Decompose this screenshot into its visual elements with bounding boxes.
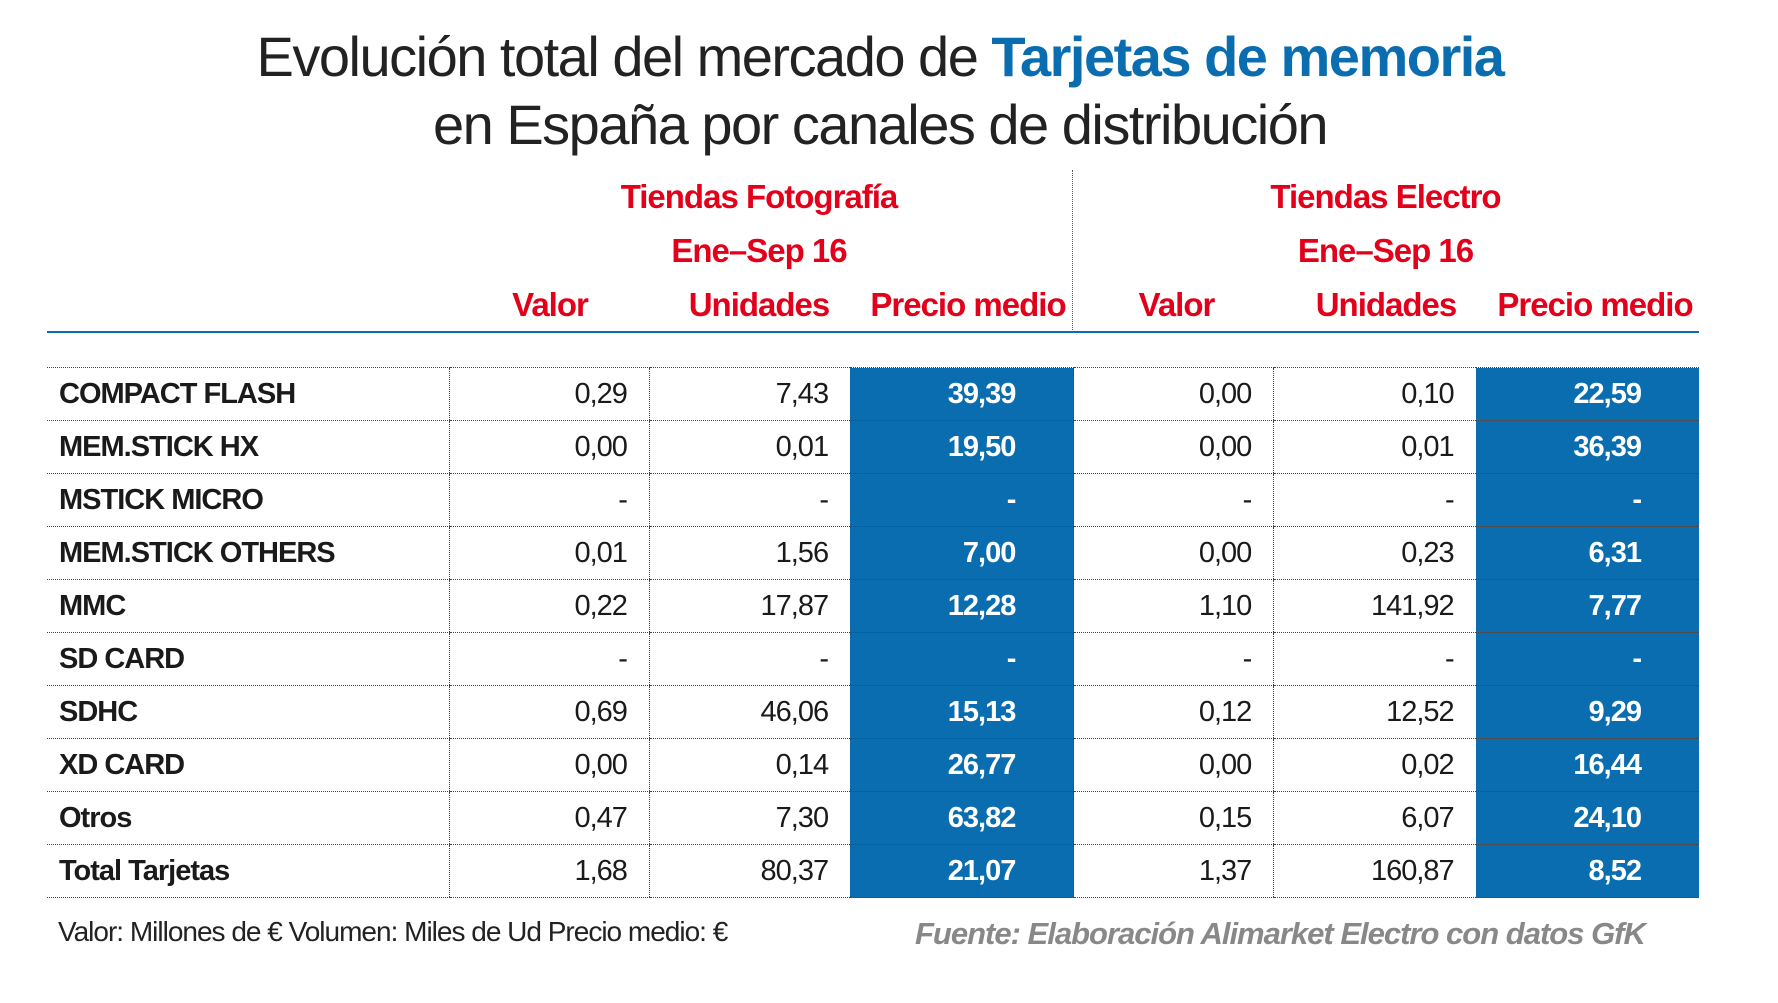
cell-value: 141,92 [1273, 579, 1476, 633]
group-name-fotografia: Tiendas Fotografía [620, 178, 899, 215]
title-prefix: Evolución total del mercado de [256, 25, 992, 88]
data-table: COMPACT FLASH 0,29 7,43 39,39 0,00 0,10 22,59 M… [47, 367, 1699, 898]
source-note: Fuente: Elaboración Alimarket Electro co… [915, 916, 1646, 951]
table-row: MMC 0,22 17,87 12,28 1,10 141,92 7,77 [47, 579, 1699, 633]
row-label: MSTICK MICRO [47, 473, 450, 527]
row-label: MEM.STICK HX [47, 420, 450, 474]
cell-value: 12,52 [1273, 685, 1476, 739]
cell-value: 1,68 [449, 844, 650, 898]
cell-precio-medio: 36,39 [1475, 420, 1699, 474]
row-label: MMC [47, 579, 450, 633]
header-rule [47, 331, 1699, 333]
row-label: XD CARD [47, 738, 450, 792]
group-period-fotografia: Ene–Sep 16 [671, 232, 847, 269]
units-note: Valor: Millones de € Volumen: Miles de U… [58, 916, 728, 947]
cell-precio-medio: 39,39 [850, 367, 1074, 421]
cell-value: 1,10 [1073, 579, 1274, 633]
group-period-electro: Ene–Sep 16 [1297, 232, 1474, 269]
table-row: Otros 0,47 7,30 63,82 0,15 6,07 24,10 [47, 791, 1699, 845]
cell-value: 0,00 [449, 738, 650, 792]
cell-value: 0,00 [1073, 367, 1274, 421]
cell-value: - [449, 473, 650, 527]
cell-value: 0,12 [1073, 685, 1274, 739]
cell-value: 0,01 [449, 526, 650, 580]
cell-precio-medio: - [1475, 473, 1699, 527]
group-divider [1072, 170, 1073, 330]
col-header: Unidades [688, 286, 831, 323]
cell-value: 0,14 [648, 738, 851, 792]
cell-precio-medio: 6,31 [1475, 526, 1699, 580]
title-line-1: Evolución total del mercado de Tarjetas … [0, 24, 1760, 89]
cell-value: 0,00 [1073, 738, 1274, 792]
row-label: Otros [47, 791, 450, 845]
cell-value: - [449, 632, 650, 686]
cell-precio-medio: 22,59 [1475, 367, 1699, 421]
cell-precio-medio: - [850, 632, 1074, 686]
table-row: MEM.STICK OTHERS 0,01 1,56 7,00 0,00 0,23 6,31 [47, 526, 1699, 580]
cell-value: 0,23 [1273, 526, 1476, 580]
row-label: COMPACT FLASH [47, 367, 450, 421]
cell-precio-medio: - [850, 473, 1074, 527]
col-header: Valor [512, 286, 589, 323]
cell-value: - [648, 473, 851, 527]
cell-value: 1,37 [1073, 844, 1274, 898]
col-header: Precio medio [870, 286, 1066, 323]
table-row: COMPACT FLASH 0,29 7,43 39,39 0,00 0,10 22,59 [47, 367, 1699, 421]
table-row: MSTICK MICRO - - - - - - [47, 473, 1699, 527]
cell-value: - [1273, 632, 1476, 686]
group-name-electro: Tiendas Electro [1270, 178, 1501, 215]
cell-precio-medio: 12,28 [850, 579, 1074, 633]
cell-precio-medio: 19,50 [850, 420, 1074, 474]
cell-value: 0,01 [1273, 420, 1476, 474]
col-header: Precio medio [1497, 286, 1693, 323]
table-row: MEM.STICK HX 0,00 0,01 19,50 0,00 0,01 36,39 [47, 420, 1699, 474]
title-highlight: Tarjetas de memoria [991, 25, 1505, 88]
cell-value: 0,00 [449, 420, 650, 474]
cell-precio-medio: 21,07 [850, 844, 1074, 898]
row-label: SDHC [47, 685, 450, 739]
cell-value: 0,01 [648, 420, 851, 474]
col-header: Valor [1138, 286, 1216, 323]
cell-value: 80,37 [648, 844, 851, 898]
cell-value: 7,30 [648, 791, 851, 845]
cell-value: 0,10 [1273, 367, 1476, 421]
cell-precio-medio: 24,10 [1475, 791, 1699, 845]
cell-precio-medio: 8,52 [1475, 844, 1699, 898]
cell-precio-medio: - [1475, 632, 1699, 686]
cell-value: 0,02 [1273, 738, 1476, 792]
cell-precio-medio: 16,44 [1475, 738, 1699, 792]
cell-precio-medio: 63,82 [850, 791, 1074, 845]
cell-value: - [1073, 473, 1274, 527]
cell-precio-medio: 9,29 [1475, 685, 1699, 739]
cell-value: 160,87 [1273, 844, 1476, 898]
cell-precio-medio: 7,00 [850, 526, 1074, 580]
row-label: SD CARD [47, 632, 450, 686]
table-row: SD CARD - - - - - - [47, 632, 1699, 686]
cell-value: 0,29 [449, 367, 650, 421]
cell-value: 17,87 [648, 579, 851, 633]
cell-value: - [648, 632, 851, 686]
table-row: SDHC 0,69 46,06 15,13 0,12 12,52 9,29 [47, 685, 1699, 739]
title-line-2: en España por canales de distribución [432, 93, 1329, 156]
cell-value: 0,15 [1073, 791, 1274, 845]
cell-precio-medio: 26,77 [850, 738, 1074, 792]
cell-value: - [1273, 473, 1476, 527]
cell-precio-medio: 15,13 [850, 685, 1074, 739]
table-row: Total Tarjetas 1,68 80,37 21,07 1,37 160,87 8,… [47, 844, 1699, 898]
cell-value: 6,07 [1273, 791, 1476, 845]
cell-value: 0,69 [449, 685, 650, 739]
cell-value: 0,22 [449, 579, 650, 633]
cell-value: 1,56 [648, 526, 851, 580]
row-label: Total Tarjetas [47, 844, 450, 898]
cell-value: 46,06 [648, 685, 851, 739]
cell-value: 0,00 [1073, 526, 1274, 580]
col-header: Unidades [1315, 286, 1458, 323]
cell-precio-medio: 7,77 [1475, 579, 1699, 633]
row-label: MEM.STICK OTHERS [47, 526, 450, 580]
cell-value: 7,43 [648, 367, 851, 421]
cell-value: - [1073, 632, 1274, 686]
table-row: XD CARD 0,00 0,14 26,77 0,00 0,02 16,44 [47, 738, 1699, 792]
cell-value: 0,47 [449, 791, 650, 845]
cell-value: 0,00 [1073, 420, 1274, 474]
